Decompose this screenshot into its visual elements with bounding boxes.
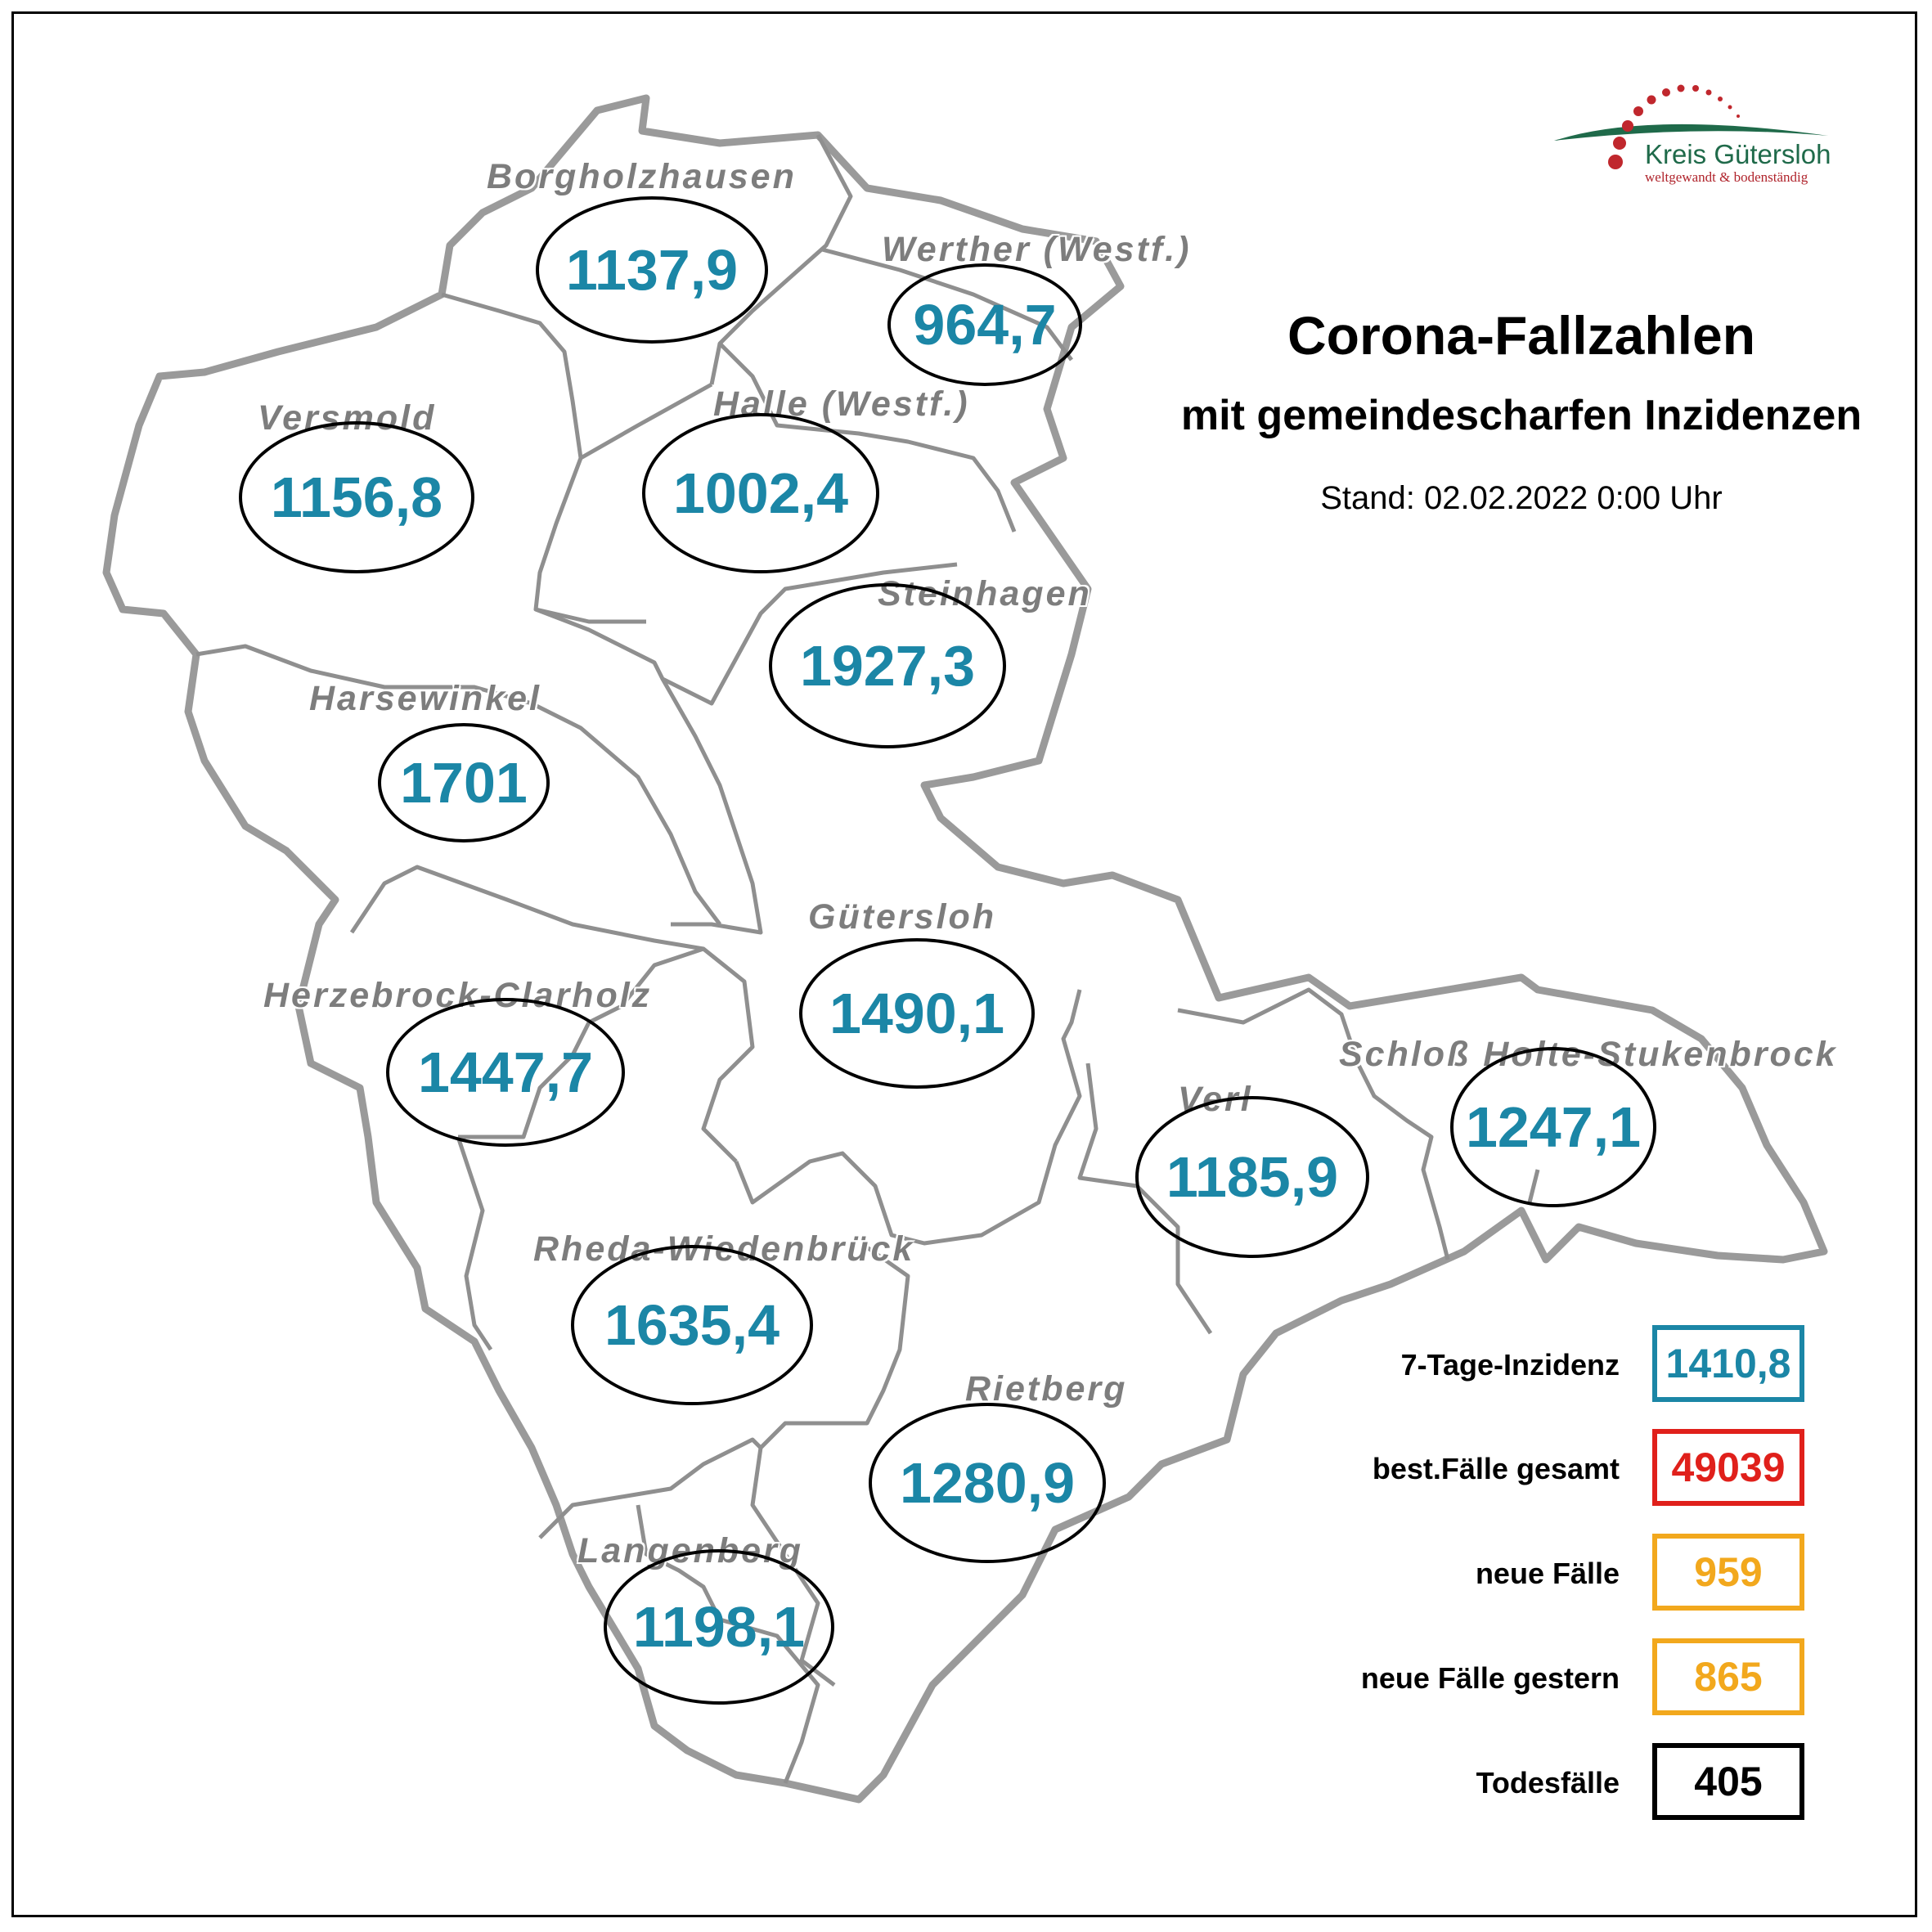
district-outline <box>102 94 1828 1804</box>
incidence-value: 1280,9 <box>899 1451 1076 1515</box>
incidence-herzebrock-clarholz: 1447,7 <box>386 998 625 1147</box>
legend-value-neue-faelle-gestern: 865 <box>1652 1638 1804 1715</box>
incidence-value: 1635,4 <box>604 1293 780 1357</box>
incidence-rheda-wiedenbrueck: 1635,4 <box>571 1245 813 1405</box>
page-title: Corona-Fallzahlen <box>1287 305 1756 366</box>
incidence-value: 964,7 <box>913 293 1057 357</box>
legend-value-todesfaelle: 405 <box>1652 1743 1804 1820</box>
image-frame <box>11 11 1917 1917</box>
incidence-value: 1927,3 <box>799 634 976 698</box>
legend-label-neue-faelle-gestern: neue Fälle gestern <box>1360 1661 1620 1695</box>
incidence-value: 1490,1 <box>829 982 1005 1045</box>
incidence-schloss-holte-stukenbrock: 1247,1 <box>1450 1047 1656 1207</box>
logo-kreis-guetersloh <box>1550 65 1836 196</box>
town-label-werther: Werther (Westf.) <box>882 230 1192 269</box>
incidence-rietberg: 1280,9 <box>869 1403 1106 1563</box>
incidence-versmold: 1156,8 <box>239 421 474 573</box>
incidence-harsewinkel: 1701 <box>378 723 550 842</box>
legend-label-faelle-gesamt: best.Fälle gesamt <box>1372 1452 1620 1485</box>
legend-value-faelle-gesamt: 49039 <box>1652 1429 1804 1506</box>
incidence-value: 1447,7 <box>417 1040 594 1104</box>
incidence-guetersloh: 1490,1 <box>799 938 1035 1089</box>
incidence-steinhagen: 1927,3 <box>769 583 1006 748</box>
incidence-verl: 1185,9 <box>1135 1096 1369 1258</box>
legend-value-neue-faelle: 959 <box>1652 1534 1804 1611</box>
incidence-borgholzhausen: 1137,9 <box>536 196 768 344</box>
town-label-harsewinkel: Harsewinkel <box>309 679 541 718</box>
incidence-langenberg: 1198,1 <box>604 1549 834 1705</box>
legend-value-7-tage-inzidenz: 1410,8 <box>1652 1325 1804 1402</box>
incidence-value: 1701 <box>400 751 528 815</box>
incidence-value: 1247,1 <box>1465 1095 1642 1159</box>
logo-name: Kreis Gütersloh <box>1645 139 1831 169</box>
logo-graphic <box>1554 84 1828 169</box>
town-label-borgholzhausen: Borgholzhausen <box>487 157 797 196</box>
incidence-werther: 964,7 <box>887 263 1082 386</box>
town-label-guetersloh: Gütersloh <box>808 897 997 937</box>
incidence-value: 1198,1 <box>632 1595 806 1659</box>
legend-label-7-tage-inzidenz: 7-Tage-Inzidenz <box>1400 1348 1620 1382</box>
incidence-value: 1156,8 <box>270 465 443 529</box>
incidence-value: 1185,9 <box>1166 1145 1339 1209</box>
legend-label-neue-faelle: neue Fälle <box>1475 1557 1620 1590</box>
logo-tagline: weltgewandt & bodenständig <box>1645 169 1808 185</box>
incidence-value: 1002,4 <box>672 461 849 525</box>
town-label-rietberg: Rietberg <box>965 1369 1128 1409</box>
page-subtitle: mit gemeindescharfen Inzidenzen <box>1180 392 1862 439</box>
incidence-value: 1137,9 <box>565 238 739 302</box>
data-timestamp: Stand: 02.02.2022 0:00 Uhr <box>1320 480 1723 516</box>
incidence-halle: 1002,4 <box>642 413 879 573</box>
legend-label-todesfaelle: Todesfälle <box>1476 1766 1620 1799</box>
